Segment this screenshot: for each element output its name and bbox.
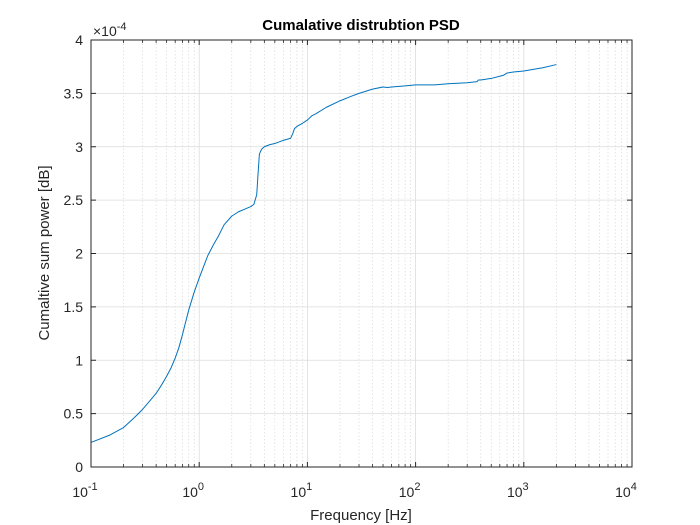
- y-axis-label: Cumaltive sum power [dB]: [36, 165, 53, 340]
- x-tick-labels: 10-1 100 101 102 103 104: [72, 481, 637, 500]
- y-tick-label: 2: [75, 246, 83, 262]
- x-tick-base: 10: [399, 484, 415, 500]
- x-tick-base: 10: [291, 484, 307, 500]
- ticks-layer: [90, 39, 633, 468]
- x-tick-base: 10: [507, 484, 523, 500]
- x-tick-label: 101: [291, 481, 313, 500]
- y-tick-label: 0: [75, 459, 83, 475]
- x-tick-exponent: -1: [88, 481, 98, 493]
- y-multiplier-base: ×10: [93, 23, 117, 39]
- y-axis-multiplier: ×10-4: [93, 21, 127, 39]
- x-tick-exponent: 1: [306, 481, 312, 493]
- y-tick-label: 0.5: [64, 406, 84, 422]
- x-tick-label: 10-1: [72, 481, 97, 500]
- x-tick-label: 104: [615, 481, 637, 500]
- x-tick-exponent: 2: [414, 481, 420, 493]
- chart-title: Cumalative distrubtion PSD: [262, 17, 460, 34]
- x-tick-label: 102: [399, 481, 421, 500]
- x-tick-base: 10: [72, 484, 88, 500]
- x-tick-label: 100: [182, 481, 204, 500]
- x-tick-label: 103: [507, 481, 529, 500]
- y-tick-labels: 0 0.5 1 1.5 2 2.5 3 3.5 4: [64, 32, 84, 475]
- x-axis-label: Frequency [Hz]: [310, 507, 412, 524]
- x-tick-exponent: 4: [631, 481, 637, 493]
- y-tick-label: 4: [75, 32, 83, 48]
- y-tick-label: 2.5: [64, 192, 84, 208]
- y-tick-label: 1: [75, 352, 83, 368]
- x-tick-exponent: 0: [198, 481, 204, 493]
- y-tick-label: 1.5: [64, 299, 84, 315]
- y-multiplier-exponent: -4: [117, 21, 127, 33]
- series-layer: [90, 64, 557, 443]
- y-tick-label: 3: [75, 139, 83, 155]
- series-line-0: [90, 64, 557, 443]
- x-tick-exponent: 3: [523, 481, 529, 493]
- x-tick-base: 10: [182, 484, 198, 500]
- y-tick-label: 3.5: [64, 85, 84, 101]
- x-tick-base: 10: [615, 484, 631, 500]
